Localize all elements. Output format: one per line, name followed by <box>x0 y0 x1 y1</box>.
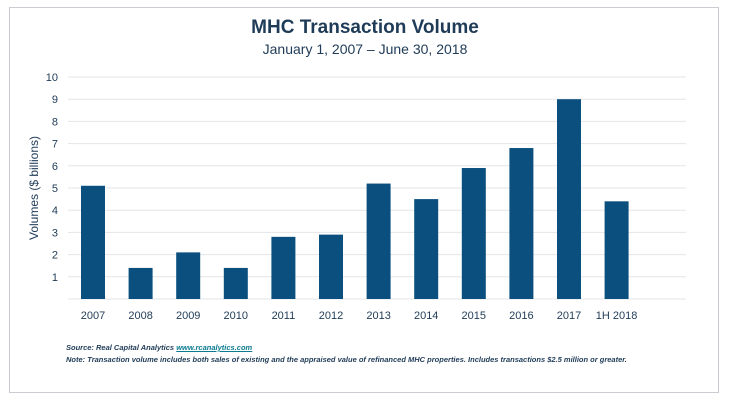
x-tick-label: 2010 <box>224 310 248 322</box>
x-tick-label: 2017 <box>557 310 581 322</box>
y-tick-label: 3 <box>52 227 58 239</box>
x-tick-label: 1H 2018 <box>596 310 638 322</box>
x-tick-label: 2013 <box>366 310 390 322</box>
x-tick-label: 2009 <box>176 310 200 322</box>
y-tick-label: 10 <box>46 72 58 84</box>
x-tick-label: 2008 <box>128 310 152 322</box>
x-tick-label: 2011 <box>272 310 296 322</box>
bar-2017 <box>557 99 581 299</box>
bar-2013 <box>366 183 391 299</box>
bar-2016 <box>509 148 534 299</box>
bar-2010 <box>223 267 248 299</box>
source-line: Source: Real Capital Analytics www.rcana… <box>66 343 252 352</box>
y-tick-label: 6 <box>52 161 58 173</box>
x-tick-label: 2015 <box>462 310 486 322</box>
x-tick-label: 2016 <box>509 310 533 322</box>
bar-2007 <box>81 185 105 299</box>
bar-2008 <box>128 267 153 299</box>
y-tick-label: 1 <box>52 272 58 284</box>
bars <box>81 99 629 299</box>
y-tick-label: 9 <box>52 94 58 106</box>
source-text: Source: Real Capital Analytics <box>66 343 177 352</box>
y-tick-label: 5 <box>52 183 58 195</box>
chart-title: MHC Transaction Volume <box>251 17 479 38</box>
bar-2011 <box>271 236 296 299</box>
bar-2009 <box>176 252 201 299</box>
x-tick-label: 2012 <box>319 310 343 322</box>
footnote: Note: Transaction volume includes both s… <box>66 355 627 364</box>
x-tick-label: 2014 <box>414 310 438 322</box>
x-axis-ticks: 2007 2008 2009 2010 2011 2012 2013 2014 2015 2016… <box>81 310 638 322</box>
y-tick-label: 8 <box>52 116 58 128</box>
y-axis-label: Volumes ($ billions) <box>27 136 41 240</box>
y-tick-label: 2 <box>52 250 58 262</box>
bar-2014 <box>414 199 439 299</box>
bar-1h-2018 <box>604 201 629 299</box>
bar-2015 <box>461 168 486 299</box>
x-tick-label: 2007 <box>81 310 105 322</box>
y-tick-label: 4 <box>52 205 58 217</box>
bar-2012 <box>319 234 343 299</box>
chart-subtitle: January 1, 2007 – June 30, 2018 <box>262 41 468 57</box>
chart-frame <box>9 7 719 393</box>
source-link[interactable]: www.rcanalytics.com <box>176 343 253 352</box>
y-axis-ticks: 1 2 3 4 5 6 7 8 9 10 <box>46 72 58 284</box>
y-tick-label: 7 <box>52 139 58 151</box>
